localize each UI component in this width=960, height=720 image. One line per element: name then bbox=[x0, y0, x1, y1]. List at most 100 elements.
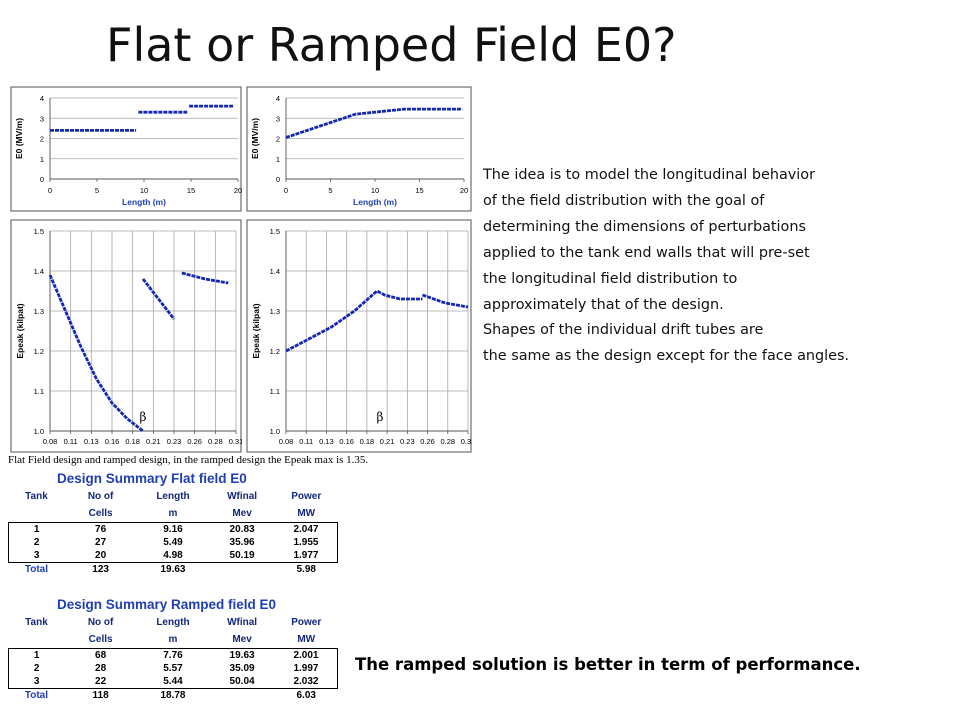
chart-frame bbox=[246, 219, 472, 453]
flat-e0-chart: 0 1 2 3 4 0 5 10 15 20 Length (m) E0 (MV/m) bbox=[10, 86, 242, 212]
x-tick-label: 5 bbox=[328, 186, 332, 195]
table-header-cell: Power bbox=[291, 617, 322, 628]
flat-summary-table: Tank No of Length Wfinal Power Cells m Mev MW 1 76… bbox=[8, 488, 338, 576]
table-subheader-cell: Cells bbox=[88, 634, 113, 645]
table-data-cell: 2 bbox=[8, 536, 65, 549]
y-tick-label: 1.5 bbox=[270, 227, 280, 236]
x-tick-label: 0.18 bbox=[360, 437, 375, 446]
table-data-cell: 28 bbox=[95, 663, 107, 674]
ramped-summary-table: Tank No of Length Wfinal Power Cells m Mev MW 1 68… bbox=[8, 614, 338, 702]
y-tick-label: 3 bbox=[276, 114, 280, 123]
y-tick-label: 2 bbox=[40, 135, 44, 144]
x-tick-label: 0.28 bbox=[208, 437, 223, 446]
table-subheader-cell: Cells bbox=[88, 508, 113, 519]
table-header-cell: Length bbox=[156, 491, 190, 502]
ramped-e0-chart: 0 1 2 3 4 0 5 10 15 20 Length (m) E0 (MV/m) bbox=[246, 86, 472, 212]
chart-frame bbox=[10, 219, 242, 453]
x-tick-label: 20 bbox=[460, 186, 468, 195]
description-line: The idea is to model the longitudinal be… bbox=[483, 167, 816, 183]
y-tick-label: 1.1 bbox=[270, 387, 280, 396]
table-data-cell: 76 bbox=[64, 522, 137, 536]
table-data-cell: 50.19 bbox=[209, 549, 275, 563]
y-tick-label: 1.0 bbox=[270, 427, 280, 436]
y-tick-label: 1.0 bbox=[34, 427, 44, 436]
ramped-e0-svg: 0 1 2 3 4 0 5 10 15 20 Length (m) E0 (MV/m) bbox=[246, 86, 472, 212]
y-tick-label: 0 bbox=[40, 175, 44, 184]
x-tick-label: 0.11 bbox=[64, 437, 78, 446]
table-total-cell: 5.98 bbox=[296, 564, 316, 575]
table-total-cell: Total bbox=[24, 690, 49, 701]
y-axis-label: E0 (MV/m) bbox=[250, 118, 260, 159]
table-subheader-cell: Mev bbox=[232, 508, 252, 519]
table-data-cell: 7.76 bbox=[136, 648, 210, 662]
x-axis-label: Length (m) bbox=[122, 197, 166, 207]
table-data-row: 1 76 9.16 20.83 2.047 bbox=[8, 522, 338, 536]
ramped-epeak-svg: 1.0 1.1 1.2 1.3 1.4 1.5 0.08 0.11 0.13 0.16 0.18 0.… bbox=[246, 219, 472, 453]
x-tick-label: 0 bbox=[284, 186, 288, 195]
beta-annotation: β bbox=[377, 410, 384, 424]
table-data-cell: 27 bbox=[95, 537, 107, 548]
flat-epeak-chart: 1.0 1.1 1.2 1.3 1.4 1.5 0.08 0.11 0.13 0.16 0.18 0.… bbox=[10, 219, 242, 453]
x-tick-label: 0.11 bbox=[299, 437, 313, 446]
conclusion-text: The ramped solution is better in term of… bbox=[355, 655, 861, 674]
table-header-cell: No of bbox=[87, 617, 114, 628]
table-header-cell: Wfinal bbox=[227, 491, 258, 502]
x-tick-label: 0.18 bbox=[125, 437, 140, 446]
table-data-cell: 1.977 bbox=[274, 549, 338, 563]
series-line-1 bbox=[285, 289, 423, 353]
description-line: the longitudinal field distribution to bbox=[483, 270, 738, 287]
x-tick-label: 0.08 bbox=[279, 437, 294, 446]
y-tick-label: 1.4 bbox=[34, 267, 44, 276]
table-total-cell: 6.03 bbox=[296, 690, 316, 701]
table-data-cell: 22 bbox=[64, 675, 137, 689]
table-data-row: 1 68 7.76 19.63 2.001 bbox=[8, 648, 338, 662]
table-total-cell: 123 bbox=[92, 564, 109, 575]
table-total-row: Total 123 19.63 5.98 bbox=[9, 563, 338, 577]
description-line: determining the dimensions of perturbati… bbox=[483, 218, 806, 235]
flat-e0-svg: 0 1 2 3 4 0 5 10 15 20 Length (m) E0 (MV/m) bbox=[10, 86, 242, 212]
y-tick-label: 2 bbox=[276, 135, 280, 144]
x-axis-label: Length (m) bbox=[353, 197, 397, 207]
table-header-cell: No of bbox=[87, 491, 114, 502]
y-axis-label: Epeak (kilpat) bbox=[15, 303, 25, 358]
description-line: Shapes of the individual drift tubes are bbox=[483, 322, 764, 339]
table-data-cell: 2 bbox=[8, 662, 65, 675]
table-data-cell: 1 bbox=[8, 522, 65, 536]
table-subheader-row: Cells m Mev MW bbox=[9, 631, 338, 649]
y-axis-label: E0 (MV/m) bbox=[14, 118, 24, 159]
x-tick-label: 0.16 bbox=[105, 437, 120, 446]
series-line-2 bbox=[422, 293, 469, 309]
table-data-cell: 1.955 bbox=[274, 536, 338, 549]
y-tick-label: 1.2 bbox=[270, 347, 280, 356]
table-data-cell: 4.98 bbox=[136, 549, 210, 563]
table-data-cell: 2.032 bbox=[274, 675, 338, 689]
table-data-cell: 2.001 bbox=[274, 648, 338, 662]
x-tick-label: 0 bbox=[48, 186, 52, 195]
table-data-cell: 1 bbox=[8, 648, 65, 662]
series-line-3 bbox=[181, 271, 229, 285]
x-tick-label: 0.28 bbox=[440, 437, 455, 446]
table-data-row: 2 27 5.49 35.96 1.955 bbox=[8, 536, 338, 549]
table-data-row: 3 20 4.98 50.19 1.977 bbox=[8, 549, 338, 563]
y-tick-label: 1.1 bbox=[34, 387, 44, 396]
y-tick-label: 1.3 bbox=[270, 307, 280, 316]
x-tick-label: 0.16 bbox=[339, 437, 354, 446]
flat-epeak-svg: 1.0 1.1 1.2 1.3 1.4 1.5 0.08 0.11 0.13 0.16 0.18 0.… bbox=[10, 219, 242, 453]
table-data-cell: 19.63 bbox=[209, 648, 275, 662]
table-header-cell: Length bbox=[156, 617, 190, 628]
description-line: of the field distribution with the goal … bbox=[483, 192, 765, 209]
ramped-table-title: Design Summary Ramped field E0 bbox=[57, 597, 277, 612]
y-tick-label: 1 bbox=[276, 155, 280, 164]
table-total-cell: 19.63 bbox=[160, 564, 186, 575]
y-tick-label: 1.3 bbox=[34, 307, 44, 316]
flat-table-title: Design Summary Flat field E0 bbox=[57, 471, 247, 486]
table-header-cell: Power bbox=[291, 491, 322, 502]
table-subheader-cell: Mev bbox=[232, 634, 252, 645]
table-header-cell: Tank bbox=[25, 491, 48, 502]
x-tick-label: 0.23 bbox=[400, 437, 415, 446]
y-tick-label: 3 bbox=[40, 114, 44, 123]
table-header-row: Tank No of Length Wfinal Power bbox=[9, 614, 338, 631]
x-tick-label: 5 bbox=[95, 186, 99, 195]
table-data-cell: 5.49 bbox=[163, 537, 183, 548]
x-tick-label: 0.26 bbox=[420, 437, 435, 446]
